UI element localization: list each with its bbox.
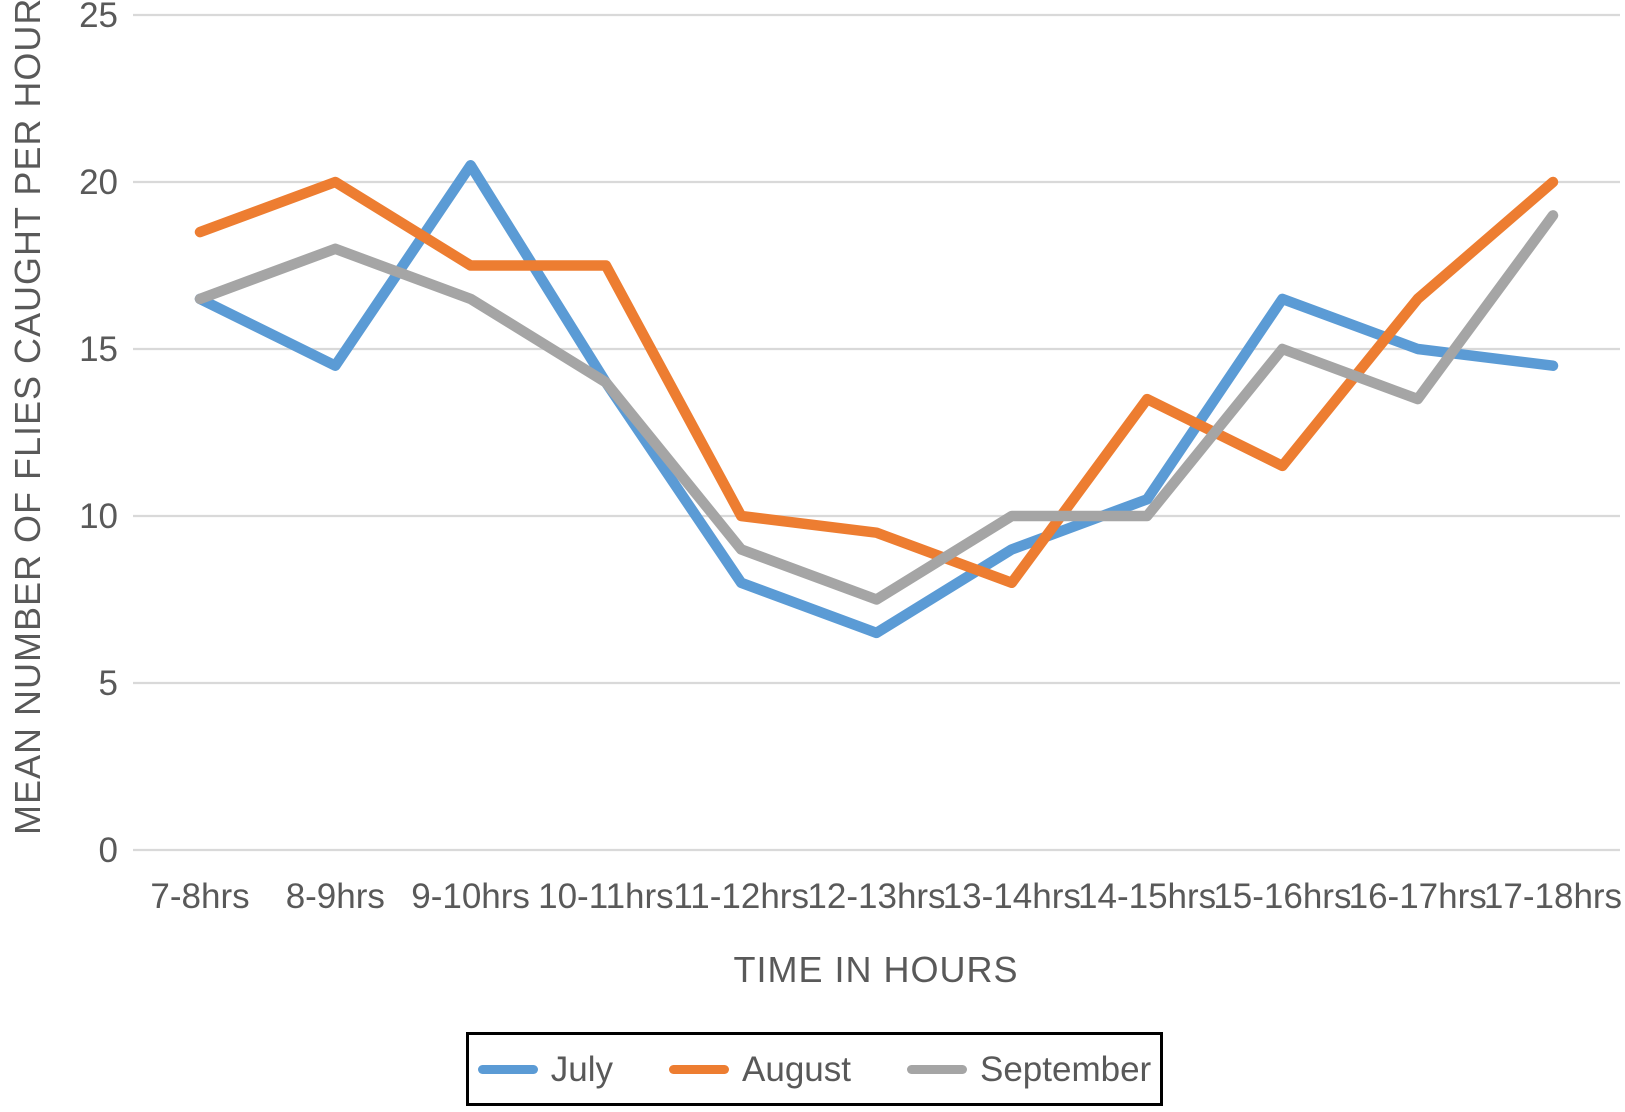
- y-tick-label-15: 15: [79, 330, 118, 369]
- legend-item-september: September: [907, 1052, 1151, 1087]
- y-axis-title: MEAN NUMBER OF FLIES CAUGHT PER HOUR: [7, 0, 48, 835]
- series-line-july: [194, 160, 1559, 639]
- x-tick-label-6: 12-13hrs: [807, 877, 945, 916]
- y-tick-label-5: 5: [99, 664, 118, 703]
- y-tick-label-25: 25: [79, 0, 118, 35]
- x-tick-label-1: 7-8hrs: [150, 877, 249, 916]
- y-tick-label-0: 0: [99, 831, 118, 870]
- x-tick-label-8: 14-15hrs: [1078, 877, 1216, 916]
- july-line-swatch-icon: [477, 1064, 538, 1074]
- legend-label-july: July: [550, 1049, 614, 1089]
- x-tick-label-3: 9-10hrs: [411, 877, 530, 916]
- series-line-august: [194, 176, 1559, 589]
- x-tick-label-10: 16-17hrs: [1349, 877, 1487, 916]
- x-axis-title: TIME IN HOURS: [733, 949, 1019, 990]
- legend-item-july: July: [477, 1049, 614, 1089]
- x-tick-label-5: 11-12hrs: [673, 877, 809, 916]
- legend-label-august: August: [742, 1049, 851, 1089]
- series-line-september: [194, 210, 1559, 605]
- august-line-swatch-icon: [669, 1064, 730, 1074]
- legend-item-august: August: [669, 1052, 851, 1087]
- x-tick-label-11: 17-18hrs: [1484, 877, 1622, 916]
- legend: July August September: [466, 1032, 1163, 1106]
- y-tick-label-10: 10: [79, 497, 118, 536]
- x-tick-label-7: 13-14hrs: [943, 877, 1081, 916]
- x-tick-label-9: 15-16hrs: [1213, 877, 1351, 916]
- y-tick-label-20: 20: [79, 163, 118, 202]
- x-tick-label-4: 10-11hrs: [538, 877, 674, 916]
- x-tick-label-2: 8-9hrs: [286, 877, 385, 916]
- september-line-swatch-icon: [907, 1064, 967, 1074]
- legend-label-september: September: [980, 1049, 1152, 1089]
